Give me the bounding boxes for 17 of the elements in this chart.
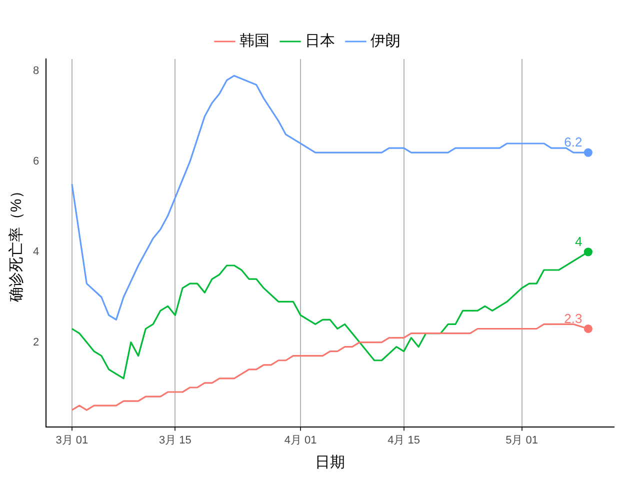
annotation: 6.2 bbox=[564, 134, 582, 150]
x-tick-label: 4月 01 bbox=[284, 434, 317, 446]
x-tick-label: 5月 01 bbox=[506, 434, 538, 446]
annotation: 4 bbox=[574, 234, 582, 250]
x-axis-title: 日期 bbox=[315, 454, 346, 472]
y-tick-label: 2 bbox=[32, 336, 40, 348]
x-tick-label: 3月 01 bbox=[56, 434, 88, 446]
annotation: 2.3 bbox=[564, 310, 582, 326]
x-tick-label: 3月 15 bbox=[158, 434, 192, 446]
y-tick-label: 4 bbox=[32, 246, 40, 258]
legend-label: 日本 bbox=[304, 31, 335, 50]
y-tick-label: 6 bbox=[32, 156, 40, 168]
y-tick-label: 8 bbox=[32, 65, 40, 78]
x-tick-label: 4月 15 bbox=[388, 434, 420, 446]
y-axis-title: 确诊死亡率（%） bbox=[8, 184, 26, 304]
legend-label: 韩国 bbox=[239, 31, 270, 50]
legend-label: 伊朗 bbox=[370, 31, 400, 50]
